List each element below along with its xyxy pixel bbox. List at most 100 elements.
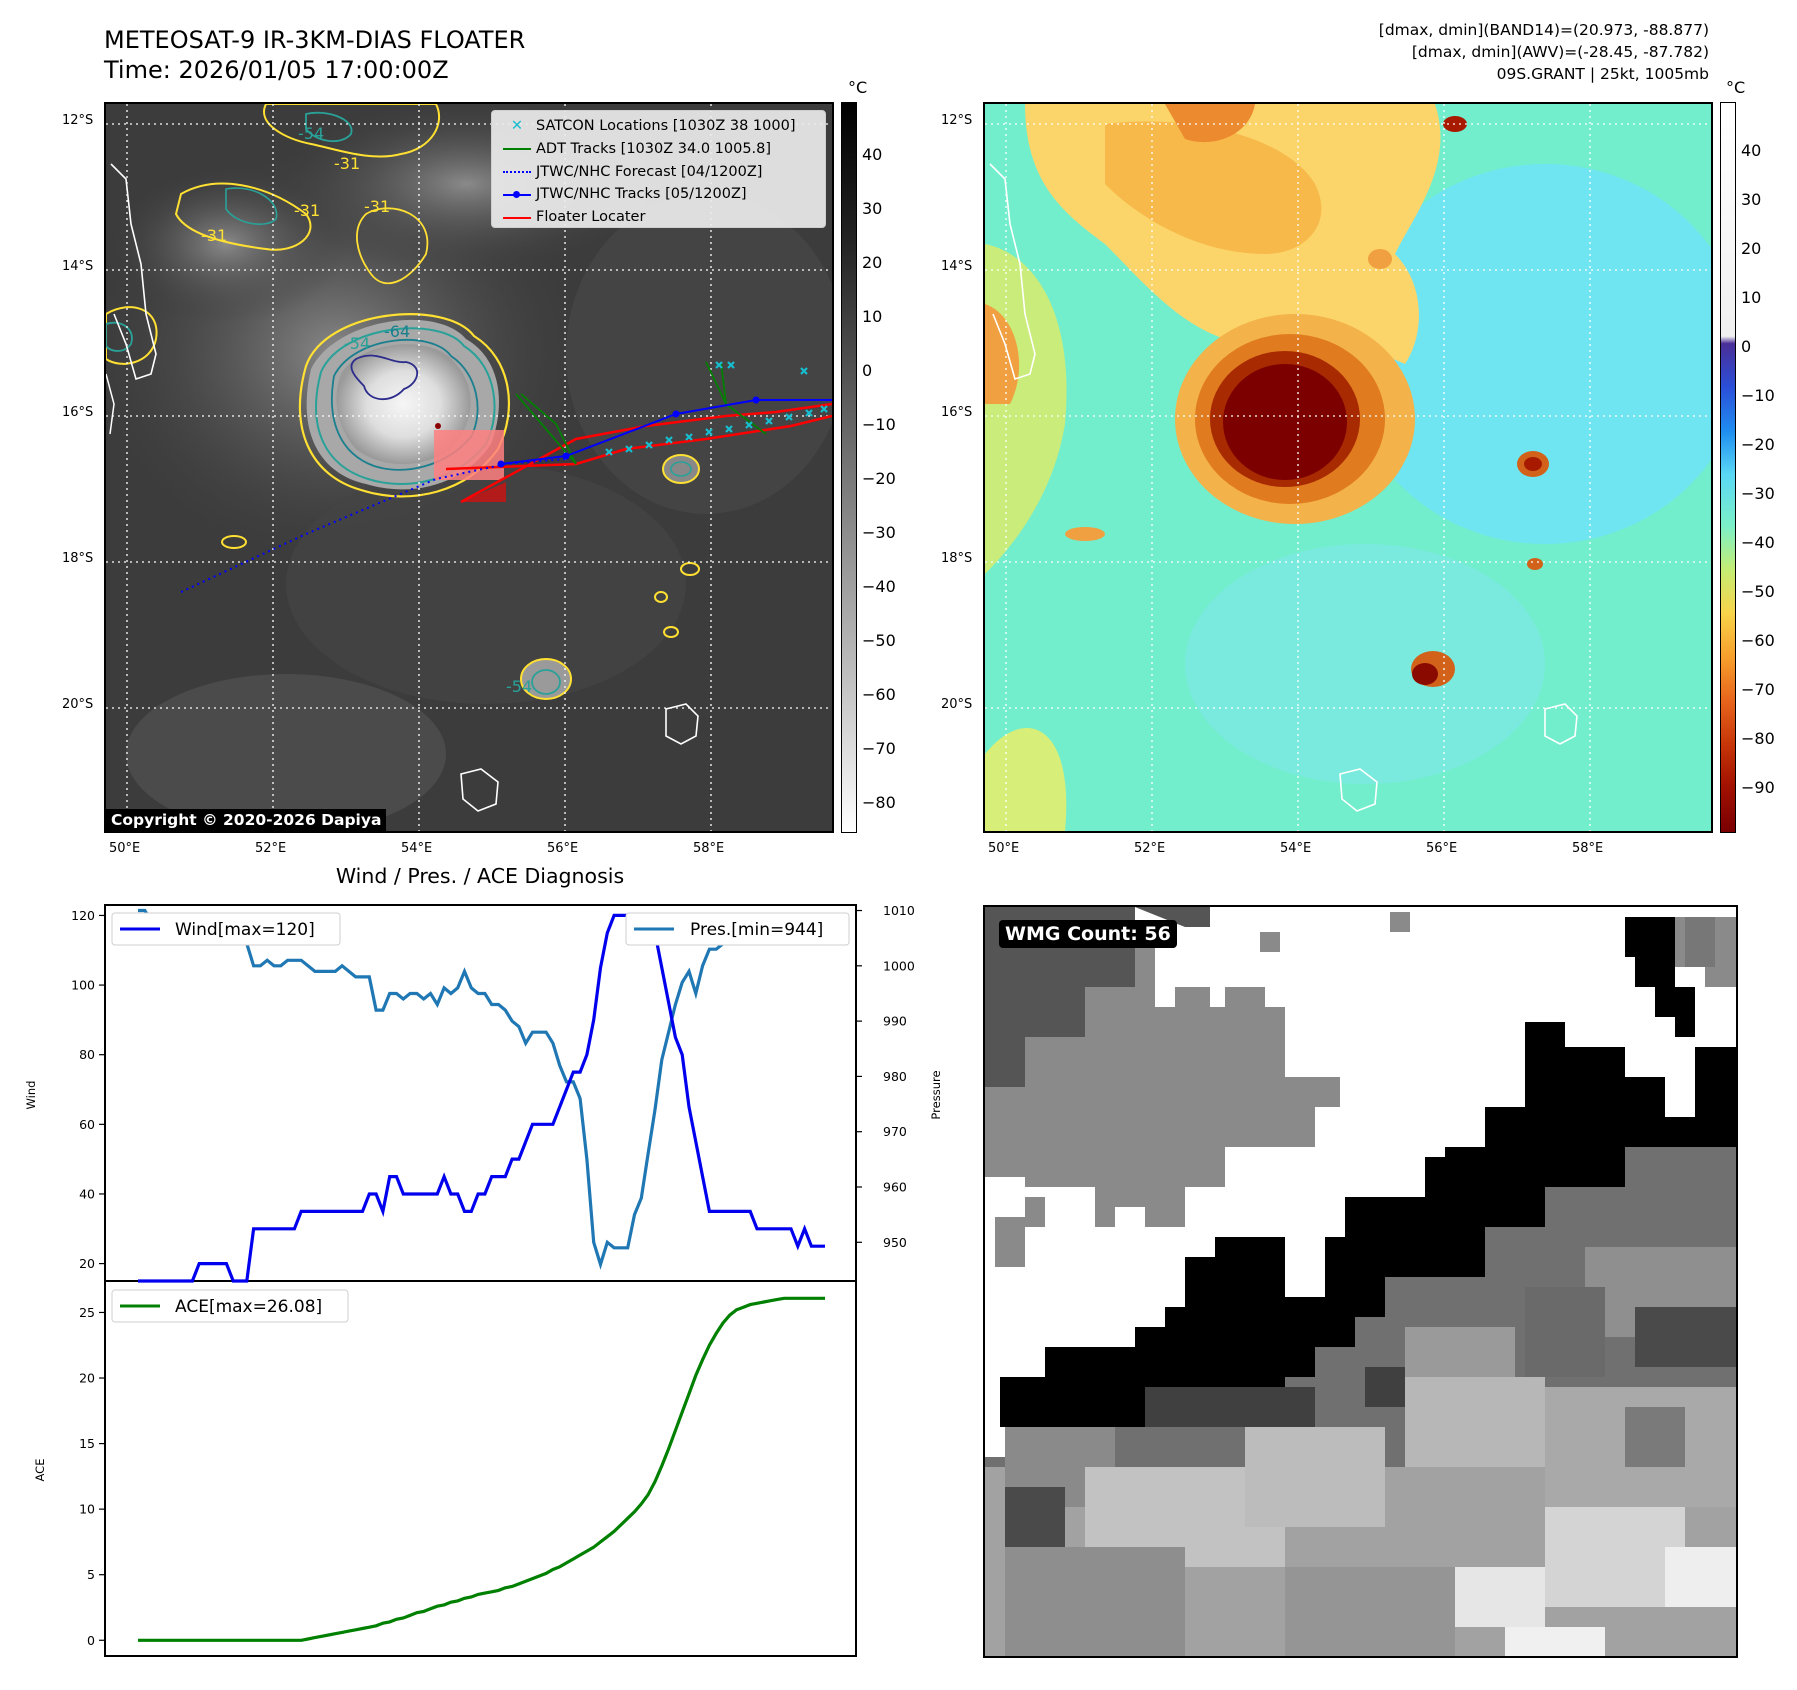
ace-axis-ticks: 0 5 10 15 20 25 [79,1305,105,1648]
contour-label: -54 [506,677,532,696]
line-dot-icon [498,191,536,199]
wind-legend-label: Wind[max=120] [175,920,315,940]
diagnosis-title: Wind / Pres. / ACE Diagnosis [335,864,625,888]
contour-label: -31 [334,154,360,173]
wmg-svg [985,907,1736,1656]
colorbar-tick: 0 [1741,337,1752,356]
colorbar-tick: −60 [862,685,896,704]
colorbar-tick: −70 [1741,680,1775,699]
tick-label: 20 [79,1371,95,1386]
lat-label: 18°S [62,551,94,566]
tick-label: 0 [87,1633,95,1648]
colorbar-tick: 20 [862,253,883,272]
ace-axis-label: ACE [33,1459,47,1482]
colorbar-unit: °C [848,78,868,97]
ace-series-line [138,1296,825,1642]
jtwc-forecast-line [180,458,567,593]
colorbar-tick: −80 [1741,729,1775,748]
tick-label: 1000 [883,958,915,973]
ir-satellite-map: -54 -31 -31 -31 -54 -64 -31 -54 [104,102,834,833]
contour-label: -31 [364,197,390,216]
contour-label: -31 [294,201,320,220]
legend-label: SATCON Locations [1030Z 38 1000] [536,118,796,134]
pressure-axis-ticks: 950 960 970 980 990 1000 1010 [856,903,915,1250]
legend-label: JTWC/NHC Forecast [04/1200Z] [536,163,763,180]
ace-axes [104,1280,857,1657]
colorbar-tick: 10 [1741,288,1762,307]
lat-label: 16°S [941,405,973,420]
chart-title-line1: METEOSAT-9 IR-3KM-DIAS FLOATER [104,26,526,54]
info-line2: [dmax, dmin](AWV)=(-28.45, -87.782) [1411,43,1709,61]
lat-label: 14°S [941,259,973,274]
map-legend: ✕ SATCON Locations [1030Z 38 1000] ADT T… [491,110,826,228]
contour-labels: -54 -31 -31 -31 -54 -64 -31 -54 [201,124,532,696]
ace-legend: ACE[max=26.08] [111,1289,349,1323]
colorbar-tick: −50 [1741,582,1775,601]
tick-label: 980 [883,1069,907,1084]
lat-label: 12°S [941,113,973,128]
awv-map-svg [985,104,1711,831]
x-marker-icon: ✕ [510,118,524,134]
wmg-region [1000,1022,1736,1457]
colorbar-tick: −40 [862,577,896,596]
wmg-region [985,947,1340,1227]
lon-label: 56°E [1426,841,1458,856]
copyright-label: Copyright © 2020-2026 Dapiya [106,809,387,831]
pressure-series-line [138,908,825,1270]
colorbar-tick: −80 [862,793,896,812]
reunion-outline [460,768,499,812]
lat-label: 20°S [941,697,973,712]
tick-label: 60 [79,1117,95,1132]
lat-label: 18°S [941,551,973,566]
line-icon [498,216,536,219]
mauritius-outline [1544,703,1578,745]
wind-axis-label: Wind [24,1081,38,1110]
ace-legend-label: ACE[max=26.08] [175,1297,322,1317]
legend-label: Floater Locater [536,209,646,226]
wmg-map: WMG Count: 56 [983,905,1738,1658]
wmg-count-badge: WMG Count: 56 [999,920,1177,948]
tick-label: 970 [883,1124,907,1139]
contour-label: -54 [298,124,324,143]
ir-colorbar [841,102,857,833]
legend-item-floater: Floater Locater [498,206,825,229]
wmg-region [1625,917,1695,1037]
madagascar-coast [110,163,157,381]
tick-label: 10 [79,1502,95,1517]
colorbar-unit: °C [1726,78,1746,97]
lat-label: 20°S [62,697,94,712]
lat-label: 16°S [62,405,94,420]
tick-label: 40 [79,1186,95,1201]
tick-label: 80 [79,1047,95,1062]
colorbar-tick: 10 [862,307,883,326]
legend-label: ADT Tracks [1030Z 34.0 1005.8] [536,140,772,157]
tick-label: 15 [79,1436,95,1451]
colorbar-tick: −40 [1741,533,1775,552]
lon-label: 50°E [109,841,141,856]
reunion-outline [1339,768,1378,812]
wind-legend: Wind[max=120] [111,912,341,946]
colorbar-tick: −90 [1741,778,1775,797]
pressure-axis-label: Pressure [929,1070,943,1119]
wind-axis-ticks: 20 40 60 80 100 120 [71,908,105,1271]
awv-colorbar [1720,102,1736,833]
colorbar-tick: −20 [862,469,896,488]
colorbar-tick: 30 [862,199,883,218]
colorbar-tick: −60 [1741,631,1775,650]
colorbar-tick: −10 [1741,386,1775,405]
dotted-line-icon [498,170,536,173]
legend-item-tracks: JTWC/NHC Tracks [05/1200Z] [498,183,825,206]
adt-track [515,393,577,465]
tick-label: 960 [883,1180,907,1195]
wmg-region [985,907,1135,1087]
colorbar-tick: −30 [862,523,896,542]
madagascar-coast [989,163,1036,381]
tick-label: 5 [87,1567,95,1582]
colorbar-tick: 20 [1741,239,1762,258]
colorbar-tick: −30 [1741,484,1775,503]
lon-label: 52°E [1134,841,1166,856]
lon-label: 54°E [1280,841,1312,856]
map-gridlines [985,104,1711,831]
colorbar-tick: 30 [1741,190,1762,209]
lon-label: 56°E [547,841,579,856]
